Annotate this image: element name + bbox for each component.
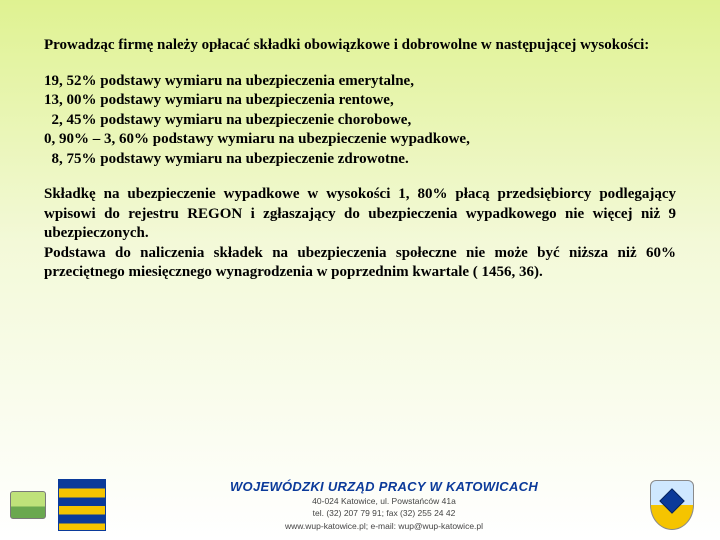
footer-phone: tel. (32) 207 79 91; fax (32) 255 24 42: [118, 508, 650, 519]
footer-text-block: WOJEWÓDZKI URZĄD PRACY W KATOWICACH 40-0…: [118, 479, 650, 532]
footer: WOJEWÓDZKI URZĄD PRACY W KATOWICACH 40-0…: [0, 470, 720, 540]
rate-line: 13, 00% podstawy wymiaru na ubezpieczeni…: [44, 91, 676, 111]
landscape-badge-icon: [10, 491, 46, 519]
footer-web: www.wup-katowice.pl; e-mail: wup@wup-kat…: [118, 521, 650, 532]
slide-body: Prowadząc firmę należy opłacać składki o…: [0, 0, 720, 283]
rate-line: 19, 52% podstawy wymiaru na ubezpieczeni…: [44, 72, 676, 92]
rate-line: 2, 45% podstawy wymiaru na ubezpieczenie…: [44, 111, 676, 131]
note-text: Składkę na ubezpieczenie wypadkowe w wys…: [44, 185, 676, 283]
stripes-logo-icon: [58, 479, 106, 531]
crest-icon: [650, 480, 694, 530]
footer-address: 40-024 Katowice, ul. Powstańców 41a: [118, 496, 650, 507]
rate-line: 0, 90% – 3, 60% podstawy wymiaru na ubez…: [44, 130, 676, 150]
intro-text: Prowadząc firmę należy opłacać składki o…: [44, 36, 676, 56]
rate-line: 8, 75% podstawy wymiaru na ubezpieczenie…: [44, 150, 676, 170]
footer-title: WOJEWÓDZKI URZĄD PRACY W KATOWICACH: [118, 479, 650, 494]
rates-list: 19, 52% podstawy wymiaru na ubezpieczeni…: [44, 72, 676, 170]
